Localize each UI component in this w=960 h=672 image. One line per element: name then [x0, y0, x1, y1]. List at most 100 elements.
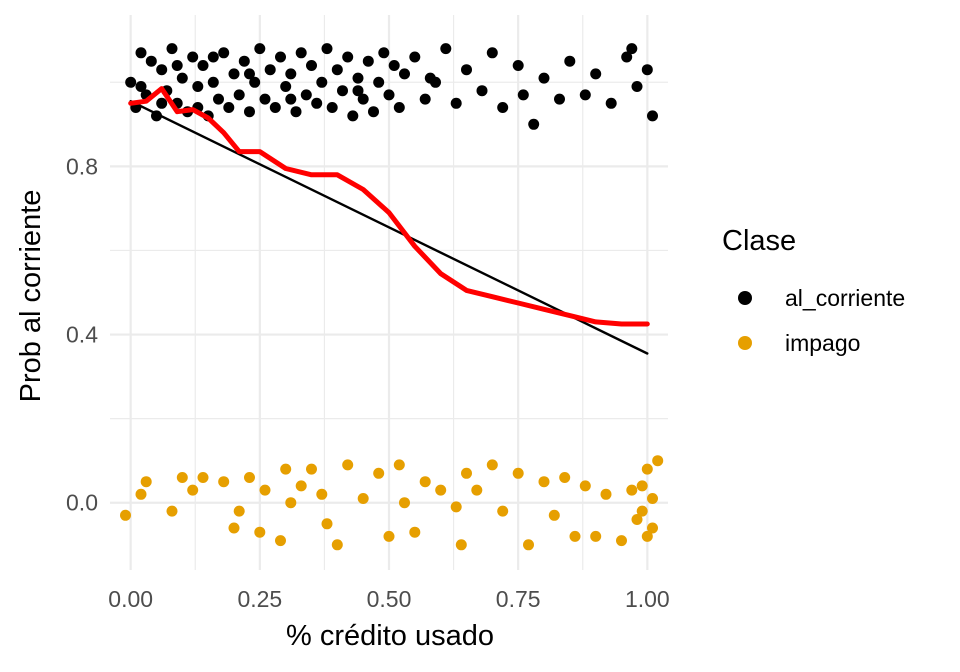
point-impago [455, 539, 467, 551]
point-al-corriente [156, 97, 168, 109]
point-al-corriente [285, 93, 297, 105]
point-impago [631, 514, 643, 525]
point-al-corriente [249, 76, 261, 88]
point-impago [569, 530, 581, 542]
point-impago [331, 539, 343, 551]
point-al-corriente [424, 72, 436, 84]
point-al-corriente [259, 93, 271, 105]
point-al-corriente [512, 60, 524, 71]
point-impago [647, 493, 658, 504]
point-impago [652, 455, 664, 467]
point-al-corriente [275, 51, 286, 63]
point-al-corriente [238, 55, 250, 67]
point-impago [373, 467, 385, 479]
point-al-corriente [579, 89, 591, 101]
point-al-corriente [290, 106, 302, 118]
point-al-corriente [342, 51, 354, 63]
axis-tick-labels: 0.00 0.25 0.50 0.75 1.00 0.0 0.4 0.8 [66, 153, 670, 612]
point-al-corriente [388, 60, 400, 71]
point-al-corriente [207, 51, 219, 63]
point-al-corriente [197, 60, 209, 71]
point-al-corriente [352, 72, 364, 84]
point-impago [233, 505, 245, 517]
point-impago [295, 480, 307, 492]
point-impago [120, 509, 131, 521]
y-tick-label: 0.4 [66, 322, 98, 348]
point-al-corriente [378, 47, 390, 59]
point-impago [486, 459, 498, 471]
point-al-corriente [171, 60, 183, 71]
point-al-corriente [368, 106, 379, 118]
point-al-corriente [337, 85, 348, 97]
point-impago [176, 472, 188, 483]
point-al-corriente [486, 47, 498, 59]
point-al-corriente [440, 43, 452, 55]
point-al-corriente [347, 110, 359, 122]
point-al-corriente [228, 68, 240, 80]
point-al-corriente [321, 43, 333, 55]
point-impago [419, 476, 431, 488]
point-impago [600, 488, 612, 500]
point-impago [316, 488, 328, 500]
point-al-corriente [393, 102, 405, 113]
point-al-corriente [538, 72, 550, 84]
point-impago [616, 535, 627, 547]
point-impago [321, 518, 333, 530]
point-impago [135, 488, 147, 500]
point-impago [548, 509, 560, 521]
point-impago [590, 530, 602, 542]
point-impago [166, 505, 178, 517]
point-al-corriente [476, 85, 488, 97]
point-al-corriente [187, 51, 199, 63]
point-al-corriente [362, 55, 374, 67]
point-impago [383, 530, 395, 542]
point-al-corriente [590, 68, 602, 80]
point-impago [523, 539, 534, 551]
point-impago [244, 472, 255, 483]
point-al-corriente [564, 55, 576, 67]
point-al-corriente [254, 43, 266, 55]
point-al-corriente [244, 68, 255, 80]
point-impago [197, 472, 209, 483]
legend-label-al-corriente: al_corriente [785, 285, 905, 311]
point-al-corriente [166, 43, 178, 55]
point-al-corriente [373, 76, 385, 88]
y-tick-label: 0.8 [66, 153, 98, 179]
point-impago [254, 526, 266, 538]
point-al-corriente [295, 47, 307, 59]
point-al-corriente [269, 102, 281, 113]
point-al-corriente [497, 102, 509, 113]
point-impago [357, 493, 369, 504]
point-al-corriente [357, 93, 369, 105]
legend: Clase al_corriente impago [722, 225, 905, 356]
point-al-corriente [647, 110, 658, 122]
point-impago [409, 526, 421, 538]
point-impago [636, 480, 648, 492]
point-al-corriente [461, 64, 472, 76]
point-al-corriente [213, 93, 224, 105]
point-al-corriente [399, 68, 410, 80]
point-impago [435, 484, 447, 496]
point-impago [218, 476, 230, 488]
point-al-corriente [306, 60, 317, 71]
point-impago [538, 476, 550, 488]
point-impago [636, 505, 648, 517]
point-impago [641, 530, 653, 542]
x-tick-label: 0.00 [108, 586, 153, 612]
point-al-corriente [517, 89, 529, 101]
point-impago [559, 472, 571, 483]
smooth-curve [128, 86, 650, 327]
point-al-corriente [641, 64, 653, 76]
point-al-corriente [218, 47, 230, 59]
point-impago [393, 459, 405, 471]
point-al-corriente [450, 97, 462, 109]
point-al-corriente [280, 81, 292, 92]
point-al-corriente [207, 76, 219, 88]
point-impago [342, 459, 354, 471]
point-impago [579, 480, 591, 492]
point-impago [626, 484, 638, 496]
point-impago [306, 463, 317, 475]
legend-key-al-corriente [738, 291, 752, 305]
plot-marks [120, 43, 664, 551]
